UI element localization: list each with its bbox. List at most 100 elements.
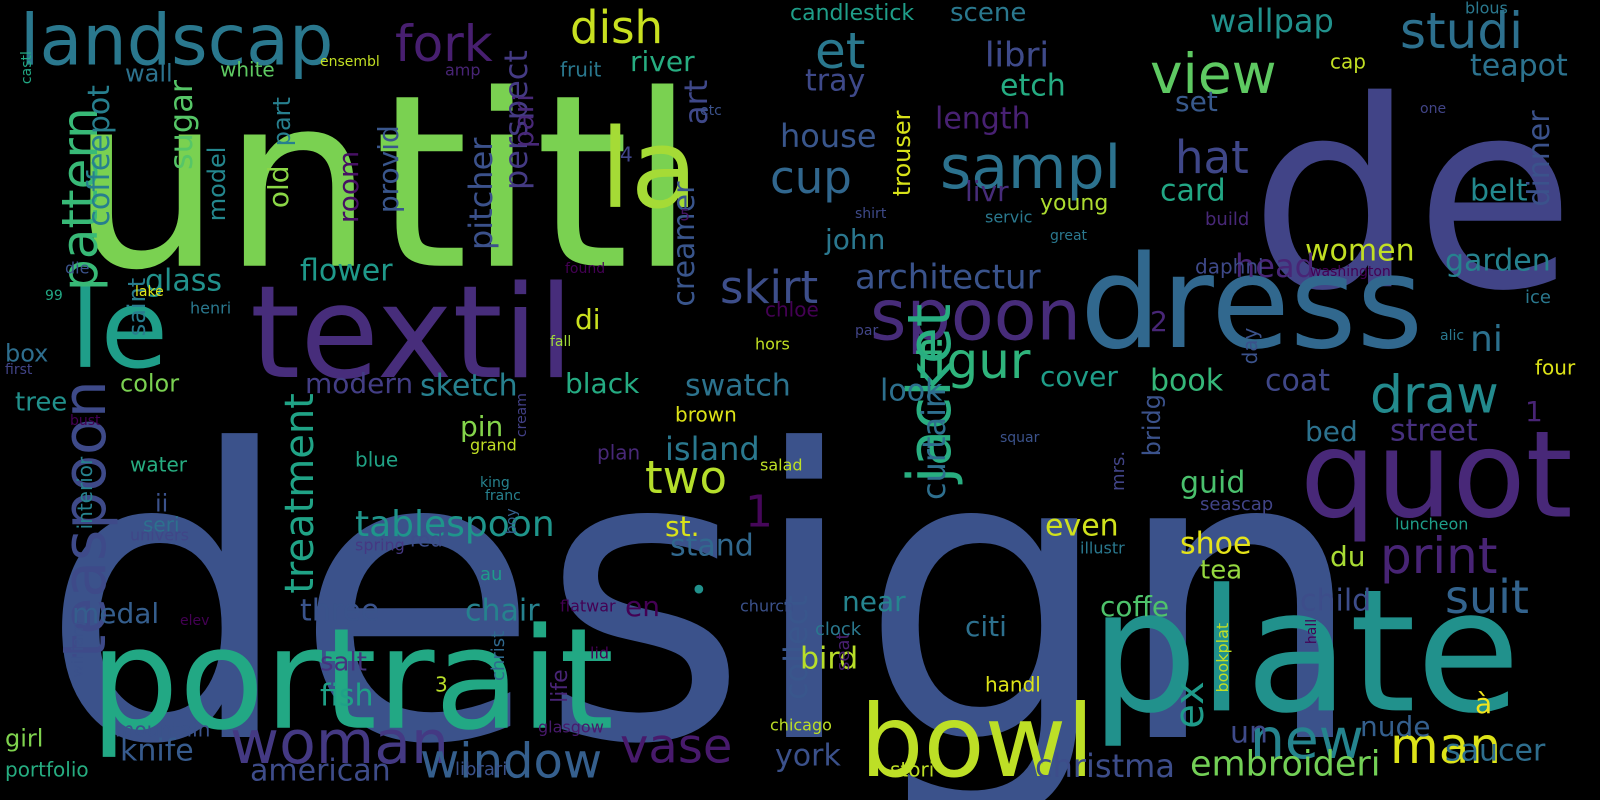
word-cloud-word: sugar [162,80,200,171]
word-cloud-word: hall [1304,618,1320,645]
word-cloud-word: church [740,596,795,616]
word-cloud-word: stori [890,757,935,782]
word-cloud-word: ice [1525,286,1551,308]
word-cloud-word: de [1250,46,1575,349]
word-cloud-word: lid [590,643,610,663]
word-cloud-word: glass [145,263,223,299]
word-cloud-word: 1 [1525,395,1543,429]
word-cloud-word: provid [372,125,405,214]
word-cloud-word: look [880,373,943,409]
word-cloud-word: belt [1470,173,1528,209]
word-cloud-word: day [1238,327,1262,365]
word-cloud-word: chicago [770,715,832,735]
word-cloud-word: child [1300,583,1372,619]
word-cloud-word: boy [504,508,520,535]
word-cloud-word: box [5,339,49,368]
word-cloud-word: etch [1000,68,1066,104]
word-cloud-word: spoon [870,274,1081,357]
word-cloud-word: le [70,265,169,394]
word-cloud-word: pitcher [462,137,500,251]
word-cloud-word: american [250,753,391,789]
word-cloud-word: island [665,430,760,469]
word-cloud-word: textil [250,259,574,409]
word-cloud-word: found [565,261,606,278]
word-cloud-word: tray [805,63,866,99]
word-cloud-word: guid [1180,465,1246,501]
word-cloud-word: dish [570,0,664,54]
word-cloud-word: design [40,367,1367,800]
word-cloud-word: plan [597,440,641,465]
word-cloud-word: hat [1175,130,1249,184]
word-cloud-word: medal [72,597,160,631]
word-cloud-word: fork [395,15,493,73]
word-cloud-word: treatment [277,393,323,594]
word-cloud-word: dinner [1522,110,1557,207]
word-cloud-word: cap [1330,49,1366,74]
word-cloud-word: librari [455,758,508,780]
word-cloud-word: tea [1200,555,1243,586]
word-cloud-word: st. [665,510,700,544]
word-cloud-word: shirt [855,206,887,223]
word-cloud-word: ex [1167,681,1213,729]
word-cloud-word: pari [507,93,540,149]
word-cloud-word: pin [460,410,504,444]
word-cloud-word: squar [1000,430,1040,447]
word-cloud-word: first [5,362,33,379]
word-cloud-word: hors [755,334,790,354]
word-cloud-word: scene [950,0,1027,28]
word-cloud-word: sampl [940,133,1122,204]
word-cloud-word: ensembl [320,54,380,71]
word-cloud-word: red [410,527,443,552]
word-cloud-word: new [1250,707,1364,772]
word-cloud-word: alic [1440,328,1465,345]
word-cloud-word: shoe [1180,526,1252,562]
word-cloud-word: di [575,303,601,337]
word-cloud-word: old [262,165,295,209]
word-cloud-word: creamer [667,181,702,307]
word-cloud-word: citi [965,610,1007,644]
word-cloud-word: suit [1445,570,1529,625]
word-cloud-word: la [600,105,698,234]
word-cloud-word: chloe [765,297,819,322]
word-cloud-word: wall [125,59,173,88]
word-cloud-word: build [1205,208,1250,230]
word-cloud-word: great [1050,228,1088,245]
word-cloud-word: coffeepot [82,85,117,227]
word-cloud-word: saucer [1445,733,1546,769]
word-cloud-word: luncheon [1395,514,1469,534]
word-cloud-word: washington [1310,264,1391,281]
word-cloud-word: two [645,450,727,504]
word-cloud-word: stand [670,528,754,564]
word-cloud-word: salad [760,455,803,475]
word-cloud-word: girl [5,724,44,753]
word-cloud-word: modern [305,367,414,401]
word-cloud-word: glasgow [538,717,604,737]
word-cloud-word: near [842,585,906,619]
word-cloud-word: fall [550,334,572,351]
word-cloud-word: women [1305,233,1415,269]
word-cloud-word: street [1390,413,1478,449]
word-cloud-word: mountain [115,717,211,742]
word-cloud-word: chair [465,593,540,629]
word-cloud-word: william [68,621,87,678]
word-cloud-word: christma [1035,747,1175,786]
word-cloud-word: untitl [70,42,696,323]
word-cloud-word: black [565,367,640,401]
word-cloud-word: lake [135,284,164,301]
word-cloud-word: plate [1090,553,1521,752]
word-cloud-word: life [548,669,573,703]
word-cloud-word: au [480,563,503,585]
word-cloud-word: river [630,45,695,79]
word-cloud-word: garden [1445,243,1551,279]
word-cloud-word: bookplat [1213,622,1232,693]
word-cloud-word: christ [488,630,509,681]
word-cloud-word: par [855,323,879,340]
word-cloud-word: die [65,258,90,278]
word-cloud-word: wallpap [1210,2,1334,41]
word-cloud-word: tablespoon [355,503,555,545]
word-cloud-word: part [268,97,296,147]
word-cloud-word: libri [985,35,1049,76]
word-cloud-word: 3 [435,672,448,697]
word-cloud-word: brown [675,402,737,427]
word-cloud-word: 5 [680,205,691,225]
